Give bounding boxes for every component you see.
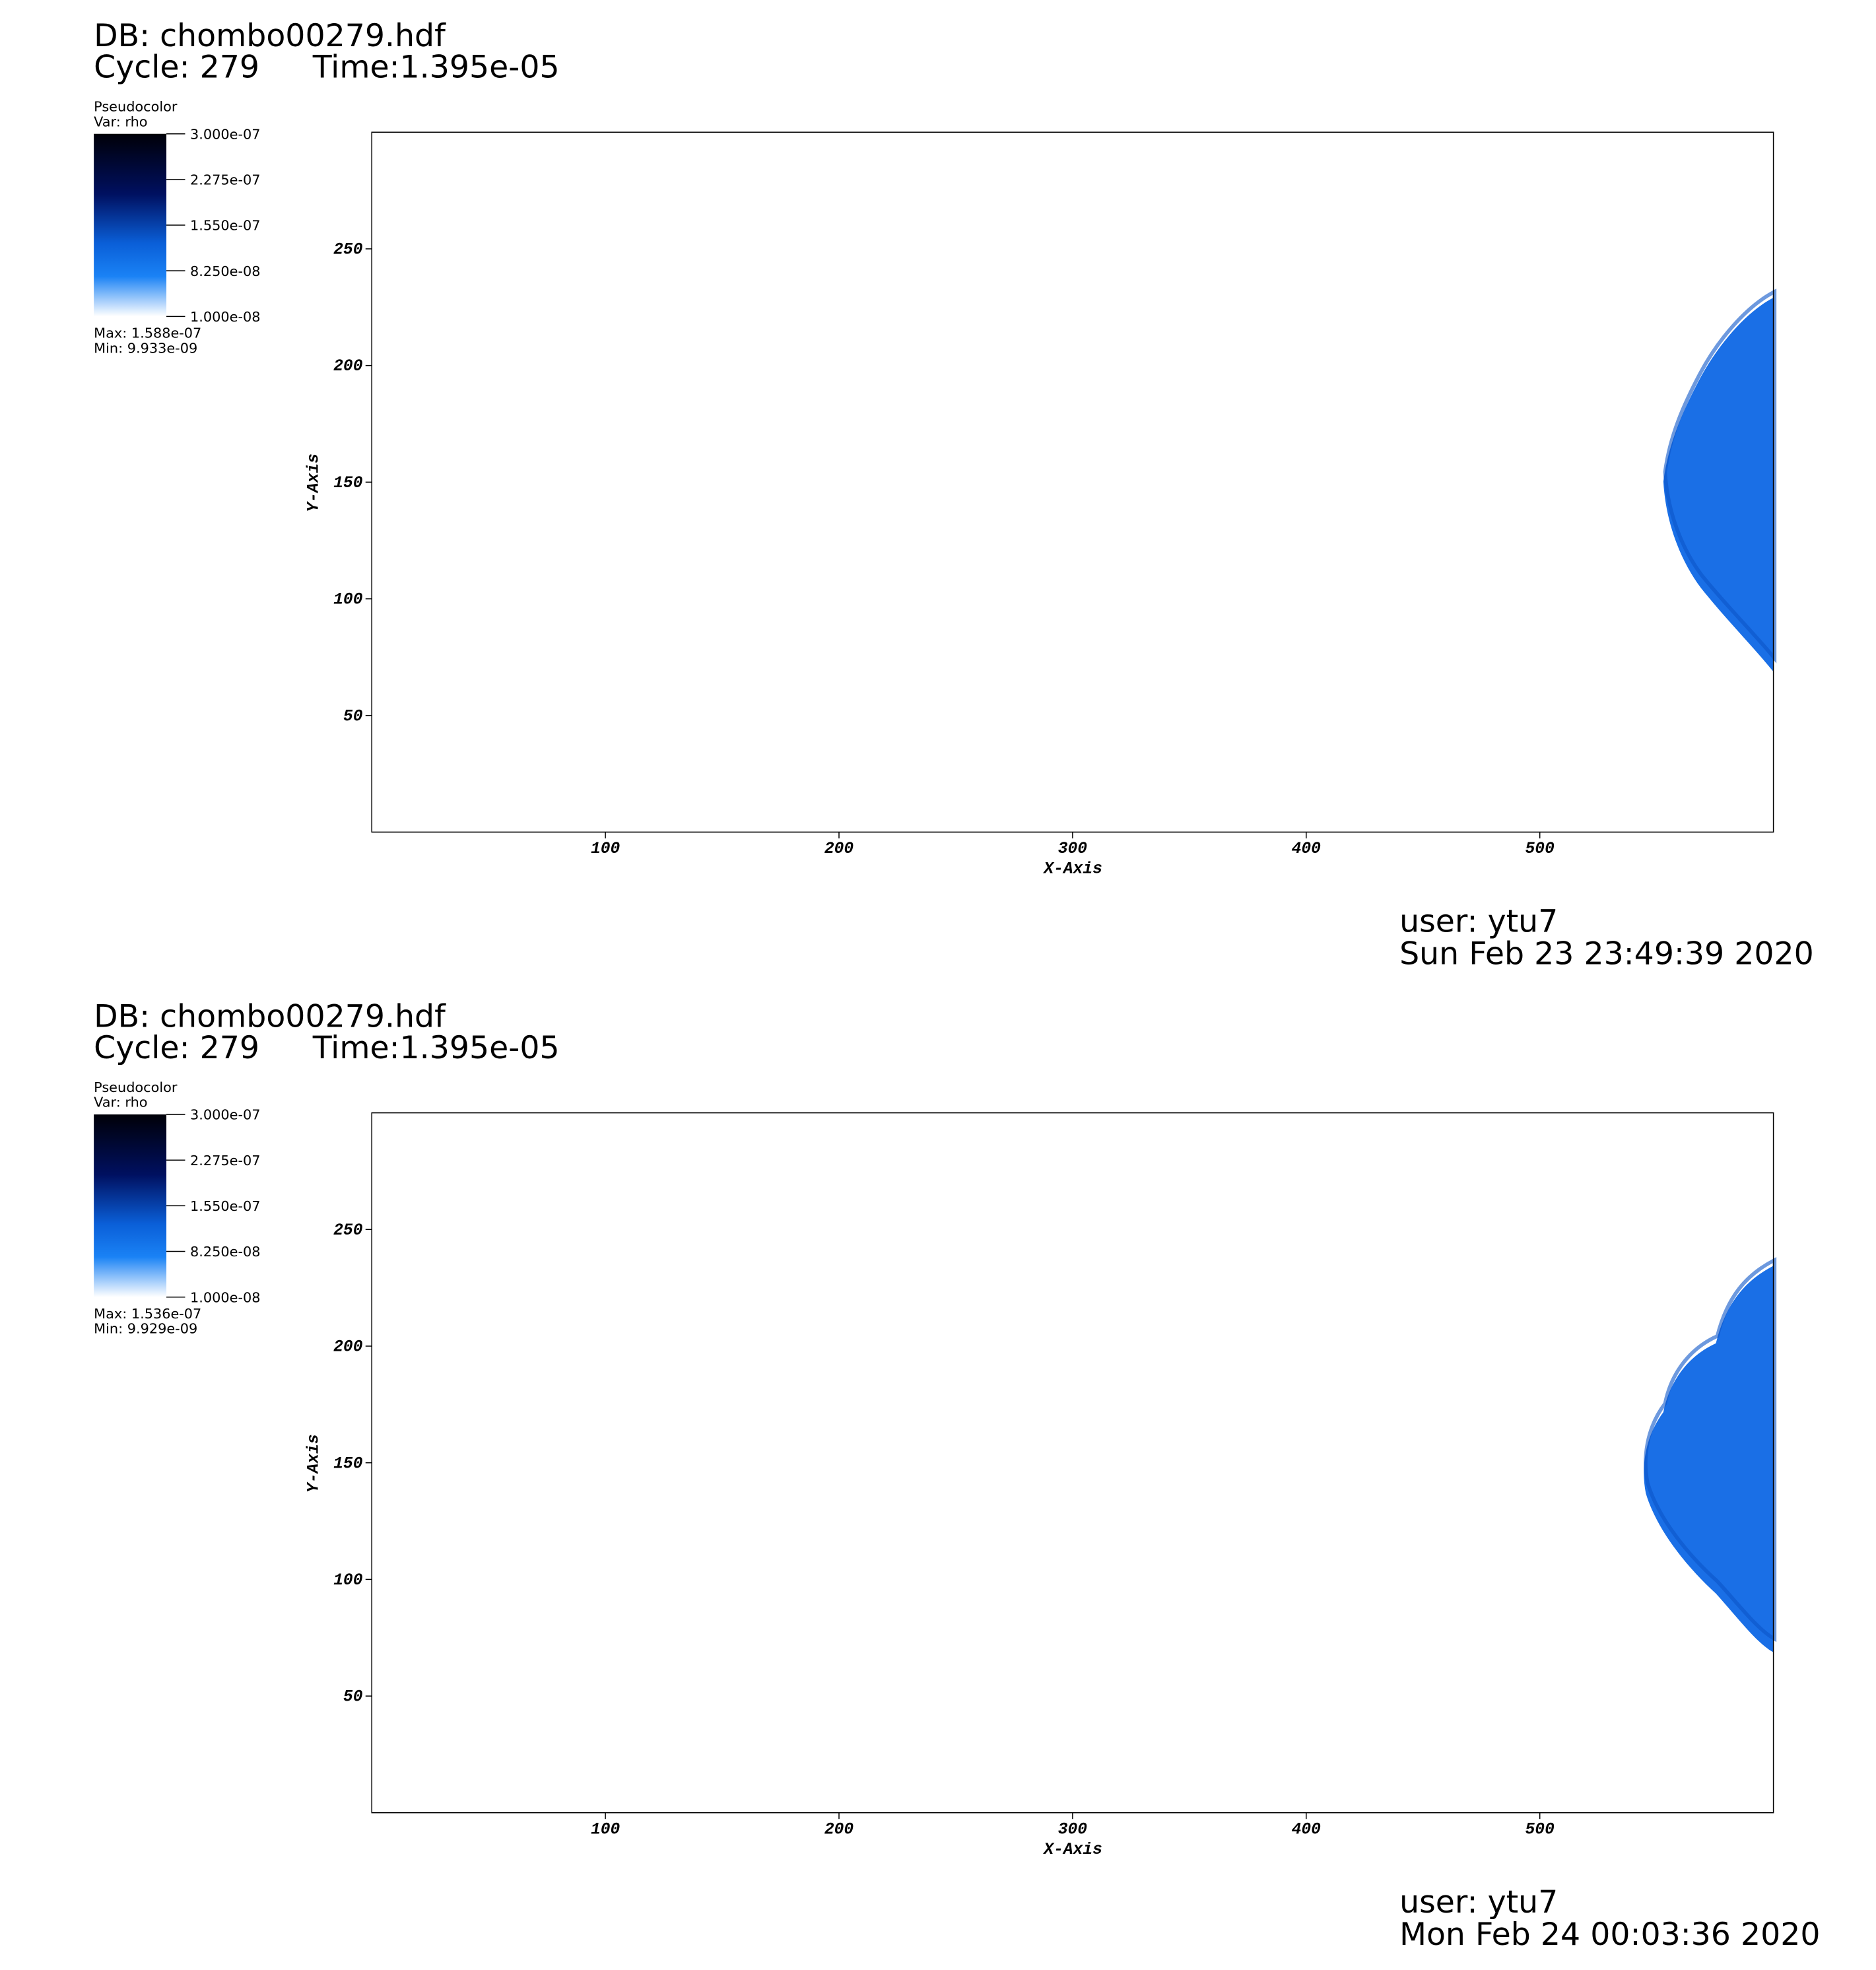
y-axis-label: Y-Axis <box>305 454 323 512</box>
x-tick-label: 100 <box>591 840 620 858</box>
y-tick-label: 250 <box>333 242 363 259</box>
y-tick-label: 250 <box>333 1222 363 1240</box>
colorbar <box>94 133 167 317</box>
y-tick-label: 200 <box>333 358 363 376</box>
colorbar-label: 3.000e-07 <box>190 126 260 142</box>
y-tick-label: 150 <box>333 475 363 493</box>
cycle-label: Cycle: 279 <box>94 49 259 85</box>
y-axis-label: Y-Axis <box>305 1434 323 1493</box>
y-tick-label: 100 <box>333 592 363 609</box>
density-structure <box>1644 1257 1777 1643</box>
x-tick-label: 400 <box>1292 1821 1322 1839</box>
x-tick-label: 500 <box>1525 1821 1555 1839</box>
density-field <box>1663 297 1774 672</box>
density-field <box>1644 1266 1774 1652</box>
plot-frame <box>371 131 1774 833</box>
x-tick-label: 200 <box>824 1821 854 1839</box>
date-label: Mon Feb 24 00:03:36 2020 <box>1399 1917 1820 1953</box>
plot-frame <box>371 1112 1774 1814</box>
y-tick-label: 50 <box>343 708 363 726</box>
colorbar-label: 2.275e-07 <box>190 1153 260 1169</box>
colorbar-label: 3.000e-07 <box>190 1107 260 1123</box>
colorbar-label: 1.000e-08 <box>190 1289 260 1305</box>
x-tick-label: 100 <box>591 1821 620 1839</box>
time-label: Time:1.395e-05 <box>312 49 560 85</box>
cycle-label: Cycle: 279 <box>94 1030 259 1066</box>
legend-title: Pseudocolor <box>94 1079 178 1095</box>
db-title: DB: chombo00279.hdf <box>94 18 446 54</box>
min-label: Min: 9.933e-09 <box>94 340 197 356</box>
y-tick-label: 100 <box>333 1572 363 1590</box>
legend-var: Var: rho <box>94 1095 147 1110</box>
x-axis-label: X-Axis <box>1042 1841 1102 1859</box>
density-structure <box>1663 289 1777 663</box>
y-tick-label: 150 <box>333 1455 363 1473</box>
x-tick-label: 300 <box>1058 1821 1088 1839</box>
time-label: Time:1.395e-05 <box>312 1030 560 1066</box>
colorbar-label: 1.550e-07 <box>190 1198 260 1214</box>
colorbar-label: 8.250e-08 <box>190 263 260 279</box>
db-title: DB: chombo00279.hdf <box>94 998 446 1035</box>
colorbar-label: 1.000e-08 <box>190 309 260 325</box>
legend-var: Var: rho <box>94 114 147 129</box>
colorbar-label: 2.275e-07 <box>190 172 260 187</box>
y-tick-label: 50 <box>343 1689 363 1707</box>
user-label: user: ytu7 <box>1399 1884 1558 1920</box>
date-label: Sun Feb 23 23:49:39 2020 <box>1399 936 1814 972</box>
x-axis-label: X-Axis <box>1042 860 1102 878</box>
user-label: user: ytu7 <box>1399 903 1558 939</box>
y-tick-label: 200 <box>333 1339 363 1357</box>
x-tick-label: 500 <box>1525 840 1555 858</box>
max-label: Max: 1.588e-07 <box>94 325 201 341</box>
x-tick-label: 300 <box>1058 840 1088 858</box>
colorbar <box>94 1114 167 1297</box>
min-label: Min: 9.929e-09 <box>94 1321 197 1337</box>
legend-title: Pseudocolor <box>94 99 178 115</box>
x-tick-label: 400 <box>1292 840 1322 858</box>
x-tick-label: 200 <box>824 840 854 858</box>
colorbar-label: 8.250e-08 <box>190 1244 260 1260</box>
colorbar-label: 1.550e-07 <box>190 218 260 234</box>
max-label: Max: 1.536e-07 <box>94 1306 201 1322</box>
